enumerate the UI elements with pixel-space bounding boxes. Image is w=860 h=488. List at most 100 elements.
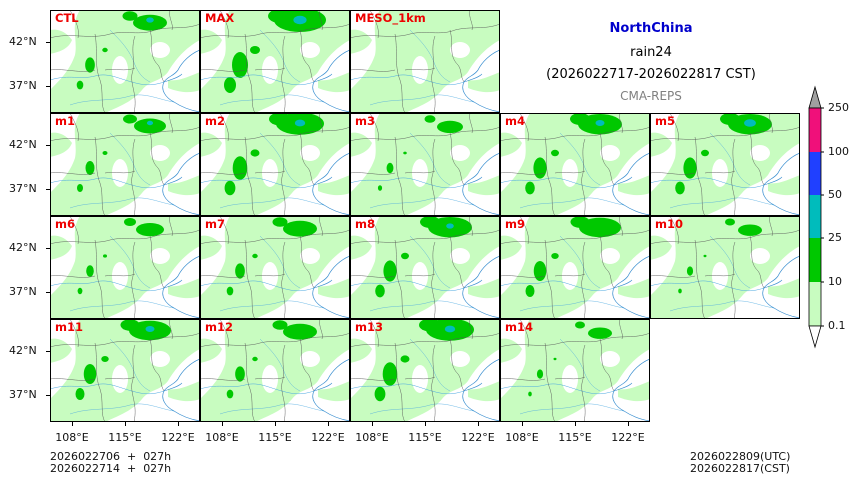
map-panel-m9: m9 [500,216,650,319]
lat-label: 42°N [9,241,37,254]
valid-time-utc: 2026022809(UTC) [690,450,791,463]
init-time-line-1: 2026022706 + 027h [50,450,172,463]
lon-label: 108°E [55,431,89,444]
panel-label: m3 [355,114,375,128]
precipitation-map [50,10,200,113]
lon-label: 115°E [558,431,592,444]
map-panel-m3: m3 [350,113,500,216]
lon-tick [372,422,373,426]
lat-label: 42°N [9,344,37,357]
panel-label: m8 [355,217,375,231]
map-panel-meso-1km: MESO_1km [350,10,500,113]
precipitation-map [200,113,350,216]
lat-tick [46,395,50,396]
lon-label: 108°E [205,431,239,444]
lon-tick [575,422,576,426]
lon-tick [425,422,426,426]
panel-label: m11 [55,320,83,334]
colorbar-bin-100 [809,152,821,195]
map-panel-m12: m12 [200,319,350,422]
precipitation-map [200,10,350,113]
panel-label: CTL [55,11,79,25]
panel-label: m9 [505,217,525,231]
lat-tick [46,86,50,87]
map-panel-m5: m5 [650,113,800,216]
colorbar-tick-10: 10 [828,275,842,288]
lon-tick [178,422,179,426]
lon-label: 122°E [311,431,345,444]
map-panel-m14: m14 [500,319,650,422]
precipitation-map [350,216,500,319]
panel-label: m10 [655,217,683,231]
panel-label: m12 [205,320,233,334]
valid-time-cst: 2026022817(CST) [690,462,790,475]
precipitation-map [350,319,500,422]
period-title: (2026022717-2026022817 CST) [546,67,756,82]
colorbar-tick-250: 250 [828,101,849,114]
lon-label: 115°E [108,431,142,444]
panel-label: MESO_1km [355,11,426,25]
precipitation-map [200,216,350,319]
panel-label: MAX [205,11,235,25]
colorbar-tick-100: 100 [828,145,849,158]
lon-label: 115°E [408,431,442,444]
lon-label: 115°E [258,431,292,444]
precipitation-map [350,10,500,113]
lat-tick [46,42,50,43]
colorbar-over-triangle [808,85,822,109]
panel-label: m6 [55,217,75,231]
map-panel-ctl: CTL [50,10,200,113]
map-panel-m11: m11 [50,319,200,422]
lat-label: 37°N [9,388,37,401]
lon-tick [222,422,223,426]
lon-tick [522,422,523,426]
lat-label: 42°N [9,35,37,48]
map-panel-m6: m6 [50,216,200,319]
map-panel-m10: m10 [650,216,800,319]
colorbar-bin-250 [809,108,821,152]
map-panel-m8: m8 [350,216,500,319]
panel-label: m2 [205,114,225,128]
lon-label: 122°E [611,431,645,444]
map-panel-max: MAX [200,10,350,113]
colorbar-tick-25: 25 [828,231,842,244]
lat-tick [46,292,50,293]
init-time-line-2: 2026022714 + 027h [50,462,172,475]
precipitation-map [350,113,500,216]
panel-label: m7 [205,217,225,231]
lat-tick [46,145,50,146]
lat-tick [46,189,50,190]
colorbar-bin-25 [809,238,821,282]
lon-label: 108°E [355,431,389,444]
precipitation-map [50,113,200,216]
lat-label: 37°N [9,182,37,195]
lat-label: 42°N [9,138,37,151]
map-panel-m7: m7 [200,216,350,319]
colorbar-tick-50: 50 [828,188,842,201]
lon-tick [628,422,629,426]
precipitation-map [500,319,650,422]
precipitation-map [650,216,800,319]
lon-label: 122°E [161,431,195,444]
lat-tick [46,248,50,249]
panel-label: m5 [655,114,675,128]
precipitation-map [50,216,200,319]
colorbar-bin-50 [809,195,821,238]
variable-title: rain24 [630,45,672,60]
precipitation-map [650,113,800,216]
region-title: NorthChina [609,21,693,36]
lon-tick [328,422,329,426]
lon-label: 108°E [505,431,539,444]
lat-label: 37°N [9,79,37,92]
lon-tick [125,422,126,426]
lat-label: 37°N [9,285,37,298]
precipitation-map [200,319,350,422]
panel-label: m4 [505,114,525,128]
panel-label: m1 [55,114,75,128]
lat-tick [46,351,50,352]
panel-label: m13 [355,320,383,334]
map-panel-m4: m4 [500,113,650,216]
colorbar-tick-0.1: 0.1 [828,319,846,332]
lon-label: 122°E [461,431,495,444]
